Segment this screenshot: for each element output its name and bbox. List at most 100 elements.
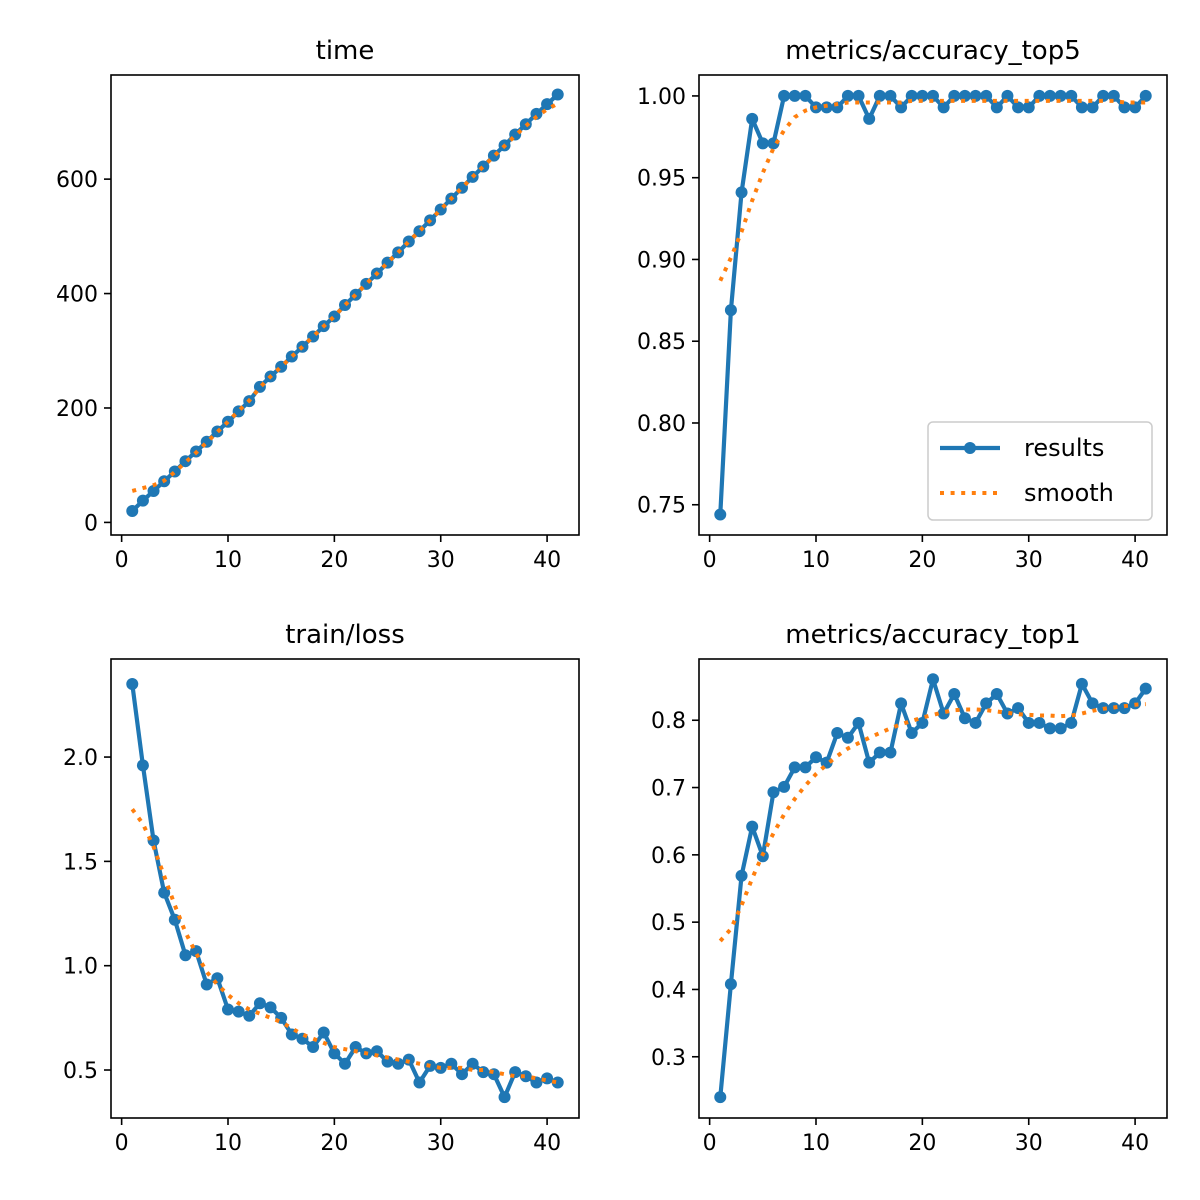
data-point	[831, 727, 844, 740]
x-tick-label: 30	[427, 1131, 455, 1156]
data-point	[222, 1003, 234, 1016]
data-point	[990, 101, 1003, 114]
data-point	[841, 731, 854, 744]
subplot-metrics-accuracy-top5: metrics/accuracy_top5 0 10 20 30 40 0.75 0.80 0.…	[637, 36, 1168, 573]
data-point	[756, 137, 769, 150]
data-point	[317, 1026, 330, 1039]
subplot-train-loss: train/loss 0 10 20 30 40 0.5 1.0 1.5 2.0	[63, 620, 580, 1156]
series-line-smooth	[131, 101, 559, 493]
data-point	[852, 716, 865, 729]
data-point	[724, 978, 737, 991]
data-point	[735, 869, 748, 882]
x-tick-label: 20	[908, 1131, 936, 1156]
axes-frame	[110, 74, 580, 536]
data-point	[136, 494, 149, 507]
data-point	[381, 1055, 394, 1068]
axes-frame	[698, 74, 1168, 536]
data-point	[147, 484, 160, 497]
data-point	[126, 504, 139, 517]
y-tick-label: 0.8	[651, 709, 686, 734]
data-point	[1022, 716, 1035, 729]
y-tick-label: 1.0	[63, 955, 98, 980]
data-point	[136, 759, 149, 772]
data-point	[339, 1057, 351, 1070]
x-tick-label: 20	[320, 1131, 348, 1156]
data-point	[895, 697, 908, 710]
series-line-smooth	[718, 702, 1146, 943]
x-tick-label: 10	[802, 1131, 830, 1156]
data-point	[788, 89, 801, 102]
data-point	[735, 186, 748, 199]
data-point	[253, 997, 266, 1010]
data-point	[285, 350, 298, 363]
chart-title: metrics/accuracy_top5	[785, 36, 1080, 66]
data-point	[402, 1053, 415, 1066]
x-tick-label: 40	[1121, 548, 1149, 573]
series-results	[126, 678, 564, 1104]
data-point	[466, 1057, 479, 1070]
data-point	[873, 89, 886, 102]
data-point	[1065, 89, 1078, 102]
y-tick-label: 0.90	[637, 248, 686, 273]
data-point	[1044, 89, 1056, 102]
y-tick-label: 0.85	[637, 330, 686, 355]
data-point	[1022, 101, 1035, 114]
data-point	[456, 1068, 468, 1081]
data-point	[863, 756, 876, 769]
data-point	[179, 949, 192, 962]
subplot-metrics-accuracy-top1: metrics/accuracy_top1 0 10 20 30 40 0.3 0.4 0.5 0…	[651, 620, 1168, 1156]
data-point	[916, 716, 929, 729]
series-smooth	[131, 101, 559, 493]
data-point	[778, 780, 791, 793]
legend: results smooth	[927, 421, 1153, 521]
data-point	[863, 112, 876, 125]
data-point	[905, 89, 918, 102]
data-point	[948, 688, 961, 700]
data-point	[873, 746, 886, 759]
data-point	[1139, 682, 1152, 695]
data-point	[126, 678, 139, 691]
chart-title: metrics/accuracy_top1	[785, 620, 1080, 650]
data-point	[1033, 716, 1046, 729]
axes-frame	[698, 658, 1168, 1119]
y-tick-label: 600	[56, 168, 98, 193]
y-tick-label: 400	[56, 283, 98, 308]
data-point	[767, 786, 780, 799]
legend-marker-results	[964, 442, 976, 454]
x-tick-label: 20	[908, 548, 936, 573]
data-point	[937, 101, 950, 114]
data-point	[714, 508, 727, 521]
y-tick-label: 1.00	[637, 85, 686, 110]
data-point	[799, 89, 812, 102]
y-tick-label: 0.5	[63, 1059, 98, 1084]
data-point	[243, 1009, 256, 1022]
y-tick-label: 0	[84, 511, 98, 536]
legend-label-smooth: smooth	[1024, 479, 1114, 507]
data-point	[927, 673, 939, 686]
data-point	[841, 89, 854, 102]
data-point	[1075, 677, 1088, 690]
x-tick-label: 40	[533, 1131, 561, 1156]
series-smooth	[130, 808, 559, 1085]
y-tick-label: 0.75	[637, 494, 686, 519]
data-point	[884, 89, 897, 102]
y-tick-label: 0.4	[651, 978, 686, 1003]
data-point	[1118, 702, 1131, 715]
data-point	[1086, 697, 1099, 710]
data-point	[969, 716, 982, 729]
data-point	[1054, 89, 1067, 102]
data-point	[551, 1076, 564, 1089]
data-point	[746, 112, 759, 125]
data-point	[788, 761, 801, 774]
x-tick-label: 20	[320, 548, 348, 573]
legend-label-results: results	[1024, 434, 1104, 462]
x-tick-label: 0	[115, 548, 129, 573]
series-line-smooth	[130, 808, 559, 1085]
x-tick-label: 30	[1015, 1131, 1043, 1156]
data-point	[339, 299, 351, 311]
series-line-smooth	[718, 98, 1146, 282]
series-smooth	[718, 98, 1146, 282]
